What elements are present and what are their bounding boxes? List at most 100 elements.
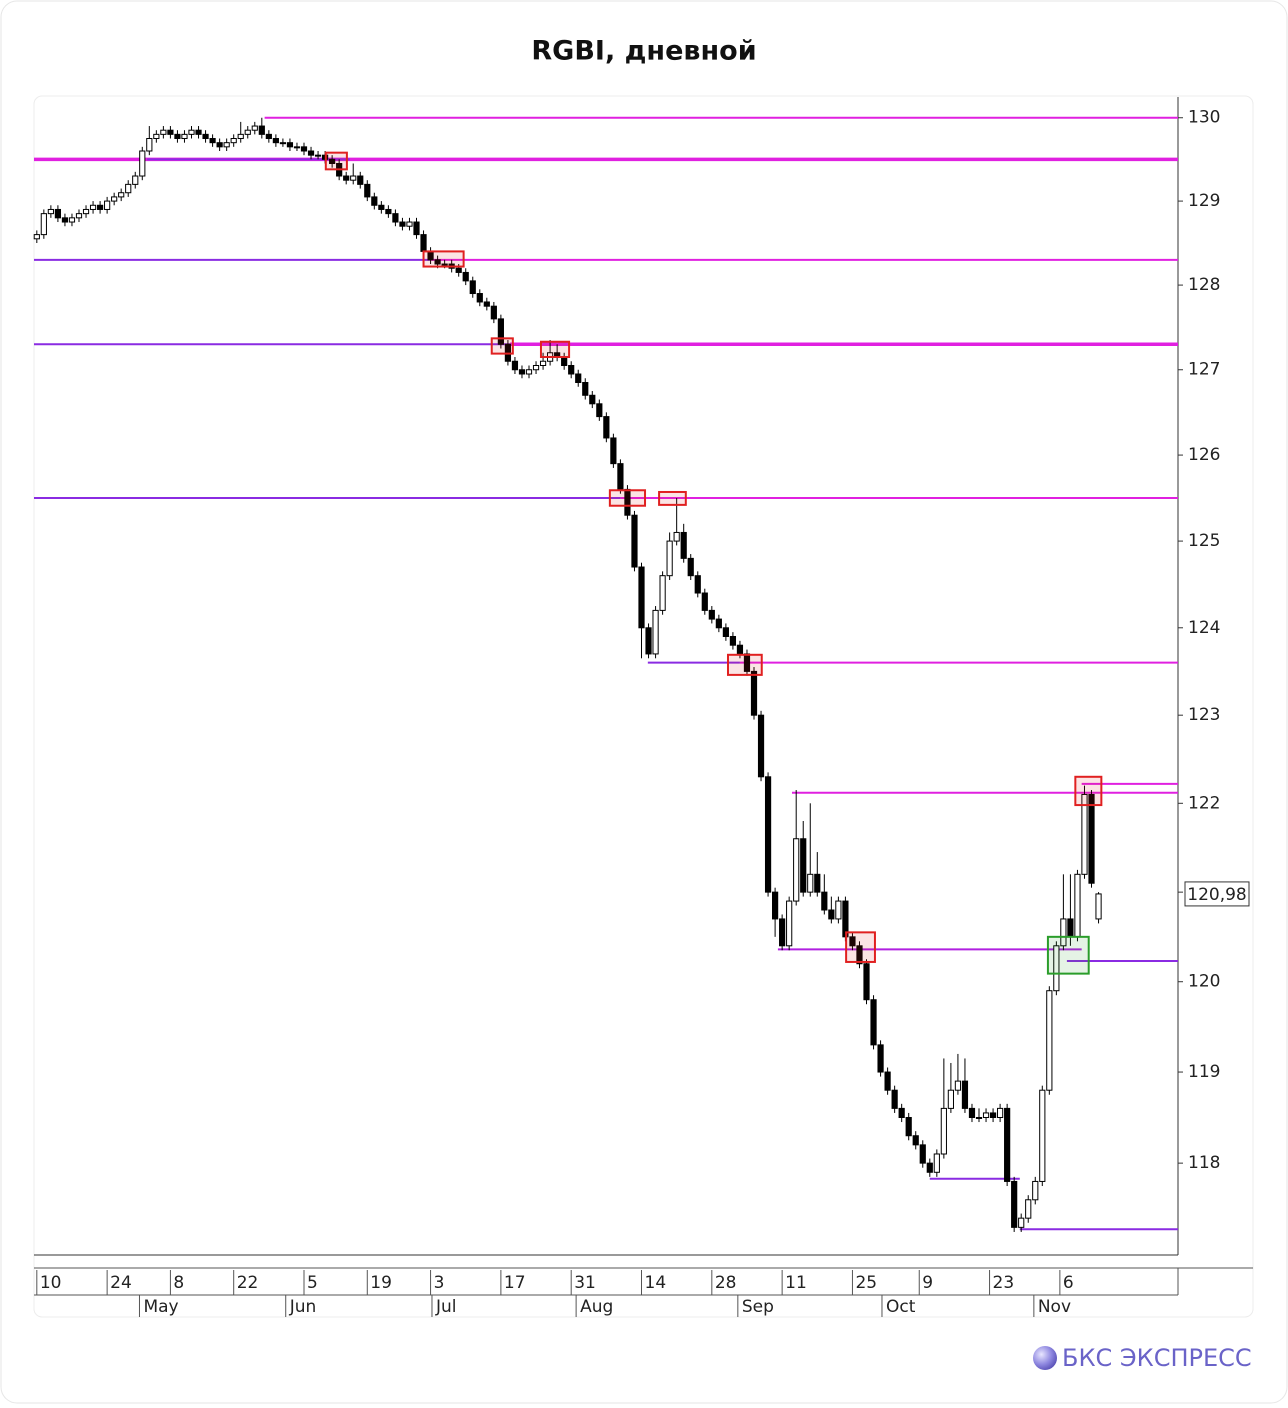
- candle-body: [898, 1107, 905, 1118]
- candle-body: [722, 627, 729, 637]
- highlight-box: [845, 931, 876, 963]
- candle-body: [603, 416, 610, 439]
- month-label: Jul: [435, 1297, 457, 1317]
- candle-body: [525, 369, 533, 375]
- candle-body: [293, 146, 301, 149]
- candle-body: [786, 900, 793, 947]
- candle-body: [968, 1107, 976, 1118]
- candle-body: [1039, 1089, 1046, 1182]
- candle-body: [420, 234, 427, 252]
- candle-body: [118, 192, 125, 198]
- candle-body: [399, 221, 406, 227]
- candle-body: [47, 208, 54, 215]
- candle-body: [455, 267, 462, 273]
- x-tick-label: 14: [645, 1273, 667, 1293]
- candle-body: [575, 373, 582, 384]
- candle-body: [828, 909, 835, 920]
- candle-body: [631, 514, 638, 568]
- candle-body: [272, 138, 279, 144]
- candle-body: [188, 129, 195, 135]
- candle-body: [997, 1107, 1004, 1118]
- candle-body: [750, 670, 758, 716]
- candle-body: [357, 175, 364, 185]
- y-tick-label: 122: [1188, 793, 1220, 813]
- candle-body: [89, 204, 97, 210]
- candle-body: [174, 133, 181, 140]
- x-tick-label: 6: [1063, 1273, 1074, 1293]
- highlight-box: [422, 250, 465, 268]
- candle-body: [772, 891, 779, 920]
- month-label: May: [143, 1297, 178, 1317]
- candle-body: [835, 900, 842, 920]
- x-tick-label: 19: [370, 1273, 392, 1293]
- candle-body: [279, 142, 287, 145]
- y-tick-label: 125: [1188, 531, 1220, 551]
- candle-body: [104, 200, 111, 210]
- candle-body: [1074, 873, 1081, 938]
- candle-body: [687, 557, 694, 577]
- candle-body: [68, 217, 76, 223]
- candle-body: [167, 129, 174, 135]
- candle-body: [940, 1107, 947, 1155]
- candle-body: [195, 129, 202, 135]
- candle-body: [673, 531, 680, 542]
- candle-body: [617, 463, 624, 490]
- candle-body: [1067, 918, 1074, 938]
- candle-body: [258, 125, 265, 135]
- candle-body: [1053, 945, 1060, 992]
- candle-body: [209, 138, 216, 144]
- y-tick-label: 129: [1188, 191, 1220, 211]
- candle-body: [989, 1112, 997, 1118]
- month-label: Nov: [1038, 1297, 1071, 1317]
- candle-body: [132, 175, 139, 185]
- candle-body: [329, 158, 336, 165]
- candle-body: [202, 133, 209, 140]
- candle-body: [385, 208, 392, 215]
- last-price-box: [1184, 881, 1250, 907]
- candle-body: [518, 369, 526, 375]
- candle-body: [779, 918, 786, 947]
- highlight-box: [658, 490, 687, 506]
- candle-body: [1081, 793, 1088, 875]
- month-label: Jun: [289, 1297, 317, 1317]
- chart-frame: [33, 95, 1254, 1318]
- x-tick-label: 31: [574, 1273, 596, 1293]
- x-tick-label: 23: [993, 1273, 1015, 1293]
- candle-body: [378, 204, 385, 210]
- x-tick-label: 25: [855, 1273, 877, 1293]
- candle-body: [413, 221, 420, 236]
- candle-body: [561, 356, 568, 367]
- candle-body: [497, 318, 504, 345]
- candle-body: [54, 208, 62, 219]
- candle-body: [33, 234, 40, 240]
- y-tick-label: 118: [1188, 1153, 1220, 1173]
- candle-body: [237, 133, 244, 140]
- candle-body: [652, 609, 659, 655]
- candle-body: [659, 575, 666, 611]
- candle-body: [61, 217, 69, 223]
- candle-body: [884, 1071, 891, 1091]
- month-label: Aug: [580, 1297, 613, 1317]
- highlight-box: [490, 337, 514, 355]
- x-tick-label: 9: [922, 1273, 933, 1293]
- candle-body: [849, 936, 856, 947]
- highlight-box: [1046, 935, 1090, 975]
- x-tick-label: 8: [173, 1273, 184, 1293]
- candle-body: [715, 618, 722, 629]
- candle-body: [1095, 893, 1102, 920]
- candle-body: [926, 1162, 933, 1173]
- candle-body: [230, 138, 237, 144]
- candle-body: [462, 271, 469, 282]
- highlight-box: [324, 151, 348, 171]
- candle-body: [680, 531, 687, 559]
- highlight-box: [539, 340, 571, 359]
- candle-body: [483, 301, 490, 307]
- candle-body: [314, 154, 322, 157]
- y-tick-label: 130: [1188, 108, 1220, 128]
- candle-body: [265, 133, 272, 140]
- candle-body: [146, 138, 153, 152]
- candle-body: [912, 1135, 919, 1146]
- candle-body: [1018, 1217, 1025, 1228]
- candle-body: [736, 644, 744, 655]
- candle-body: [40, 213, 47, 236]
